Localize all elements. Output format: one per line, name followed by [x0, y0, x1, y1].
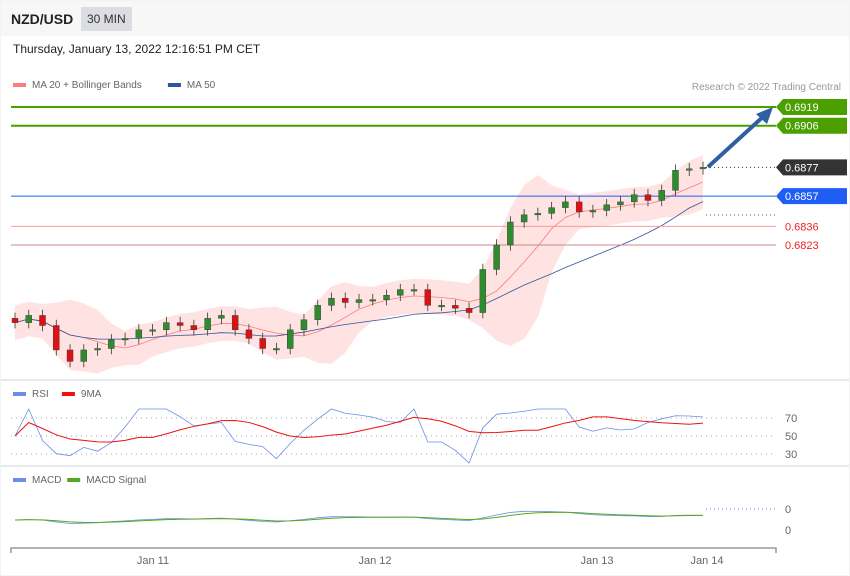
legend-swatch — [167, 83, 181, 87]
level-tag — [776, 117, 847, 134]
candle — [383, 295, 390, 300]
level-tag — [776, 159, 847, 176]
candle — [218, 315, 225, 319]
candle — [452, 305, 459, 309]
candle — [245, 329, 253, 339]
candle — [575, 201, 583, 213]
candle — [314, 305, 321, 320]
ma50-line — [14, 201, 704, 340]
x-tick: Jan 12 — [358, 555, 391, 567]
rsi-ma-line — [14, 416, 704, 443]
candle — [287, 329, 294, 349]
candle — [438, 305, 445, 308]
level-label: 0.6823 — [785, 240, 819, 252]
legend-swatch — [67, 478, 81, 482]
candle — [149, 329, 156, 332]
candle — [507, 221, 514, 246]
candle — [424, 289, 431, 306]
rsi-line — [14, 408, 704, 464]
candle — [328, 297, 335, 306]
candle — [603, 204, 610, 211]
legend-label: MACD Signal — [86, 475, 146, 486]
candle — [121, 338, 129, 341]
level-label: 0.6857 — [785, 191, 819, 203]
legend-label: MACD — [32, 475, 61, 486]
candle — [644, 194, 652, 201]
candle — [658, 190, 665, 201]
level-tag — [776, 99, 847, 115]
candle — [259, 338, 266, 349]
candle — [562, 201, 569, 208]
legend-swatch — [13, 392, 26, 396]
candle — [190, 325, 198, 331]
macd-tick: 0 — [785, 504, 791, 516]
candle — [397, 289, 404, 296]
datetime: Thursday, January 13, 2022 12:16:51 PM C… — [13, 42, 261, 56]
candle — [342, 297, 349, 303]
macd-tick: 0 — [785, 525, 791, 537]
x-tick: Jan 14 — [690, 555, 723, 567]
candle — [548, 207, 555, 214]
legend-swatch — [13, 83, 26, 87]
candle — [11, 318, 19, 323]
level-label: 0.6906 — [785, 121, 819, 133]
candle — [589, 210, 597, 213]
candle — [686, 168, 693, 171]
rsi-tick: 70 — [785, 413, 797, 425]
legend-label: 9MA — [81, 389, 102, 400]
candle — [53, 325, 60, 351]
candle — [410, 289, 418, 292]
candle — [699, 167, 707, 170]
candle — [231, 315, 239, 331]
x-tick: Jan 11 — [137, 555, 169, 567]
legend-label: MA 50 — [187, 80, 216, 91]
x-axis — [10, 547, 777, 553]
legend-label: MA 20 + Bollinger Bands — [32, 80, 142, 91]
candle — [617, 201, 624, 205]
candle — [479, 269, 487, 313]
candle — [80, 349, 88, 362]
candle — [39, 315, 46, 326]
candle — [204, 318, 211, 331]
candle — [273, 348, 280, 351]
timeframe-button[interactable]: 30 MIN — [81, 7, 132, 31]
level-label: 0.6877 — [785, 162, 819, 174]
level-tag — [776, 188, 847, 205]
candle — [493, 244, 500, 270]
x-tick: Jan 13 — [580, 555, 613, 567]
candle — [520, 214, 528, 223]
candle — [135, 329, 143, 339]
ma20-line — [14, 181, 704, 349]
candle — [163, 322, 170, 331]
credit: Research © 2022 Trading Central — [692, 82, 841, 93]
candle — [369, 299, 376, 302]
symbol-title: NZD/USD — [11, 11, 74, 27]
candle — [631, 194, 638, 203]
legend-label: RSI — [32, 389, 49, 400]
candle — [672, 170, 679, 191]
candle — [176, 322, 184, 326]
candle — [94, 348, 101, 351]
header: NZD/USD 30 MIN — [1, 1, 849, 36]
macd-signal-line — [14, 511, 704, 523]
legend-swatch — [61, 392, 75, 396]
legend-swatch — [13, 478, 26, 482]
forecast-arrow — [706, 113, 767, 169]
rsi-tick: 30 — [785, 449, 797, 461]
candle — [108, 339, 115, 349]
level-label: 0.6836 — [785, 221, 819, 233]
level-label: 0.6919 — [785, 102, 819, 114]
rsi-tick: 50 — [785, 431, 797, 443]
candle — [534, 213, 542, 216]
candle — [66, 349, 74, 362]
forecast-arrowhead — [756, 107, 773, 124]
bollinger-bands — [15, 154, 703, 374]
candle — [355, 299, 363, 303]
candle — [465, 308, 473, 313]
candle — [25, 315, 32, 323]
candle — [300, 319, 308, 331]
